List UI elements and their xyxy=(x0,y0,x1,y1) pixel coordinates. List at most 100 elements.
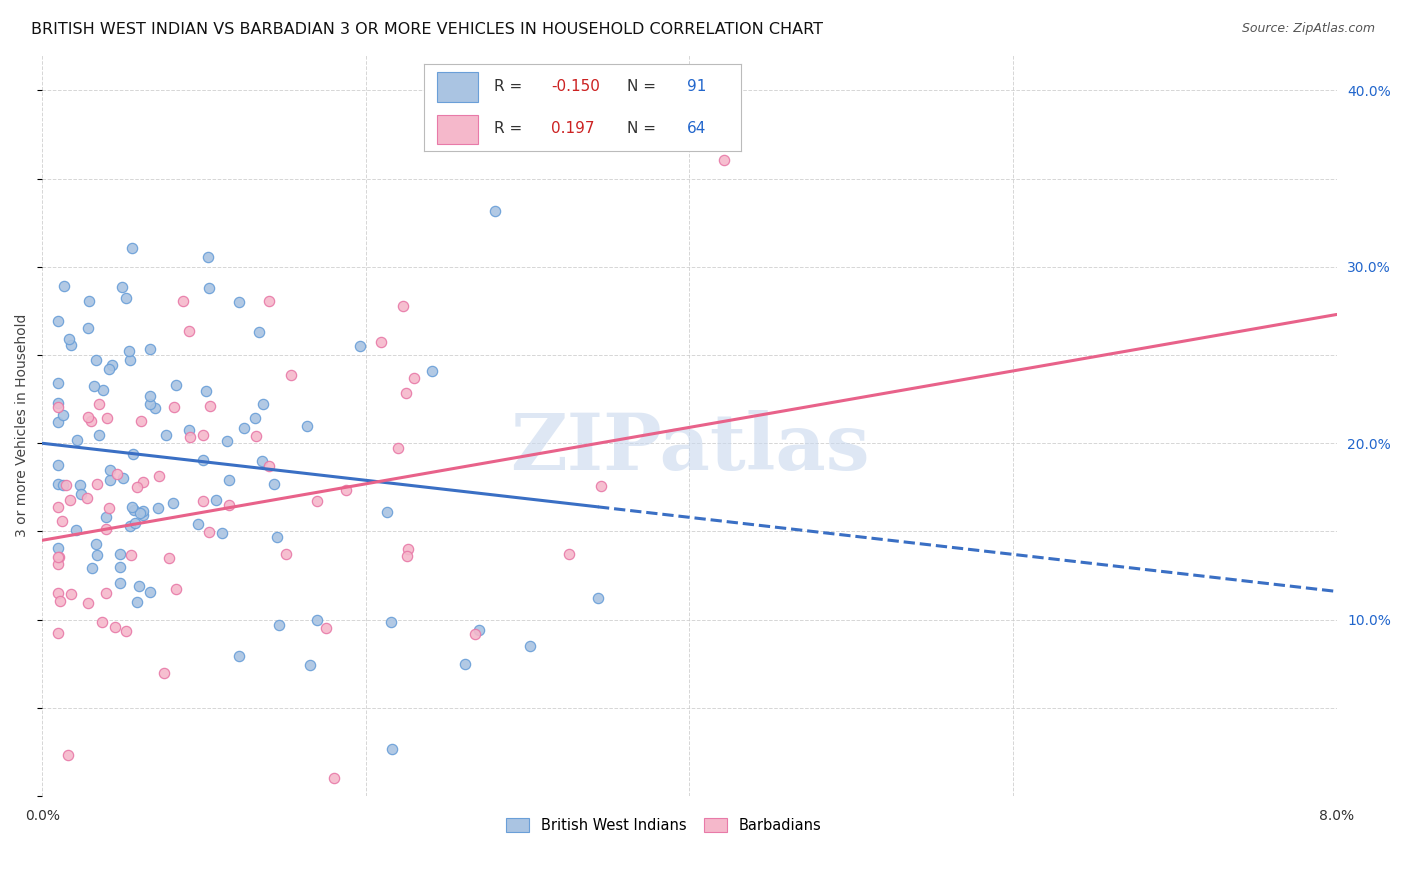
Point xyxy=(110,575,132,590)
Point xyxy=(48,314,70,328)
Point xyxy=(197,250,219,264)
Point xyxy=(191,428,214,442)
Point xyxy=(218,498,240,512)
Point xyxy=(118,519,141,533)
Point xyxy=(96,585,118,599)
Point xyxy=(77,294,100,309)
Point xyxy=(172,293,194,308)
Point xyxy=(66,433,89,447)
Point xyxy=(396,542,419,557)
Point xyxy=(91,615,114,630)
Point xyxy=(97,501,120,516)
Point xyxy=(315,621,337,635)
Point xyxy=(139,389,162,403)
Point xyxy=(194,384,217,399)
Point xyxy=(257,294,280,309)
Point xyxy=(380,615,402,629)
Point xyxy=(48,585,70,599)
Point xyxy=(323,772,346,786)
Point xyxy=(48,396,70,410)
Point xyxy=(132,503,155,517)
Point xyxy=(115,291,138,305)
Point xyxy=(132,508,155,522)
Point xyxy=(76,410,98,425)
Point xyxy=(155,428,177,442)
Point xyxy=(269,617,291,632)
Point xyxy=(112,471,135,485)
Point xyxy=(58,332,80,346)
Point xyxy=(121,447,143,461)
Point xyxy=(80,561,103,575)
Point xyxy=(193,453,215,467)
Point xyxy=(76,491,98,505)
Point xyxy=(245,411,267,425)
Point xyxy=(122,503,145,517)
Point xyxy=(128,579,150,593)
Point xyxy=(381,742,404,756)
Point xyxy=(77,596,100,610)
Point xyxy=(48,376,70,390)
Point xyxy=(250,454,273,468)
Point xyxy=(375,505,398,519)
Point xyxy=(420,364,443,378)
Point xyxy=(48,400,70,414)
Point xyxy=(56,747,79,762)
Point xyxy=(69,477,91,491)
Point xyxy=(200,399,222,413)
Point xyxy=(198,281,221,295)
Point xyxy=(299,658,322,673)
Point xyxy=(110,547,132,561)
Point xyxy=(157,551,180,566)
Point xyxy=(97,362,120,376)
Point xyxy=(131,475,153,489)
Point xyxy=(96,522,118,536)
Point xyxy=(89,428,111,442)
Point xyxy=(295,419,318,434)
Point xyxy=(143,401,166,415)
Point xyxy=(257,458,280,473)
Point xyxy=(98,463,121,477)
Text: ZIPatlas: ZIPatlas xyxy=(509,409,869,486)
Point xyxy=(233,421,256,435)
Point xyxy=(86,477,108,491)
Point xyxy=(51,514,73,528)
Point xyxy=(98,473,121,487)
Point xyxy=(148,469,170,483)
Point xyxy=(139,342,162,356)
Point xyxy=(274,547,297,561)
Point xyxy=(191,493,214,508)
Point xyxy=(204,493,226,508)
Point xyxy=(217,434,239,449)
Point xyxy=(179,430,201,444)
Point xyxy=(52,408,75,422)
Point xyxy=(48,458,70,473)
Point xyxy=(228,648,250,663)
Point xyxy=(392,300,415,314)
Point xyxy=(187,517,209,532)
Point xyxy=(118,353,141,368)
Point xyxy=(105,467,128,481)
Point xyxy=(139,397,162,411)
Point xyxy=(349,339,371,353)
Point xyxy=(305,613,328,627)
Point xyxy=(59,493,82,508)
Point xyxy=(247,326,270,340)
Legend: British West Indians, Barbadians: British West Indians, Barbadians xyxy=(498,811,828,840)
Point xyxy=(48,557,70,571)
Point xyxy=(263,476,285,491)
Point xyxy=(558,548,581,562)
Point xyxy=(48,541,70,555)
Point xyxy=(52,478,75,492)
Text: Source: ZipAtlas.com: Source: ZipAtlas.com xyxy=(1241,22,1375,36)
Point xyxy=(108,560,131,574)
Point xyxy=(48,626,70,640)
Point xyxy=(139,585,162,599)
Point xyxy=(252,397,274,411)
Point xyxy=(115,624,138,638)
Point xyxy=(48,415,70,429)
Point xyxy=(101,358,124,372)
Point xyxy=(111,280,134,294)
Point xyxy=(121,241,143,255)
Point xyxy=(464,626,486,640)
Point xyxy=(305,494,328,508)
